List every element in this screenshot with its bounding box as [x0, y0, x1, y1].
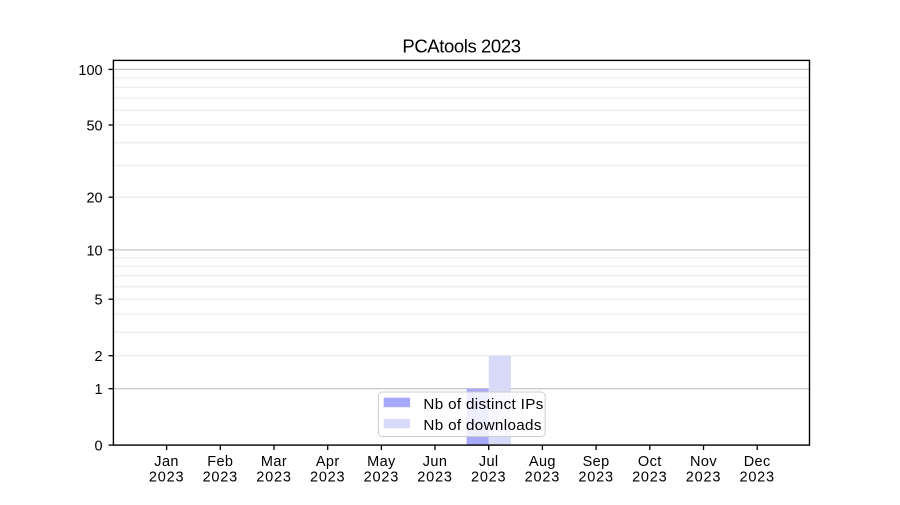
svg-text:10: 10 — [86, 243, 102, 259]
svg-text:Jun: Jun — [423, 454, 448, 470]
svg-text:5: 5 — [95, 293, 103, 309]
svg-text:2023: 2023 — [739, 469, 774, 485]
svg-text:2023: 2023 — [203, 469, 238, 485]
svg-text:2023: 2023 — [256, 469, 291, 485]
svg-text:Nov: Nov — [690, 454, 717, 470]
svg-text:0: 0 — [95, 439, 103, 455]
svg-text:Sep: Sep — [583, 454, 610, 470]
svg-text:Aug: Aug — [529, 454, 556, 470]
svg-text:Dec: Dec — [744, 454, 771, 470]
svg-text:2: 2 — [95, 349, 103, 365]
svg-text:2023: 2023 — [364, 469, 399, 485]
svg-text:May: May — [367, 454, 396, 470]
svg-text:Apr: Apr — [316, 454, 340, 470]
svg-text:2023: 2023 — [686, 469, 721, 485]
svg-text:Jul: Jul — [479, 454, 499, 470]
svg-text:2023: 2023 — [471, 469, 506, 485]
svg-text:2023: 2023 — [578, 469, 613, 485]
svg-text:Oct: Oct — [638, 454, 662, 470]
svg-text:2023: 2023 — [525, 469, 560, 485]
svg-text:50: 50 — [86, 118, 102, 134]
svg-text:1: 1 — [95, 382, 103, 398]
svg-text:2023: 2023 — [632, 469, 667, 485]
svg-text:2023: 2023 — [149, 469, 184, 485]
svg-text:Nb of downloads: Nb of downloads — [423, 417, 541, 434]
svg-text:Jan: Jan — [154, 454, 179, 470]
svg-text:Nb of distinct IPs: Nb of distinct IPs — [423, 396, 543, 413]
svg-text:100: 100 — [78, 63, 102, 79]
svg-text:Feb: Feb — [207, 454, 233, 470]
svg-text:2023: 2023 — [310, 469, 345, 485]
svg-text:2023: 2023 — [417, 469, 452, 485]
svg-text:PCAtools 2023: PCAtools 2023 — [402, 36, 520, 57]
svg-text:Mar: Mar — [261, 454, 287, 470]
svg-text:20: 20 — [86, 191, 102, 207]
